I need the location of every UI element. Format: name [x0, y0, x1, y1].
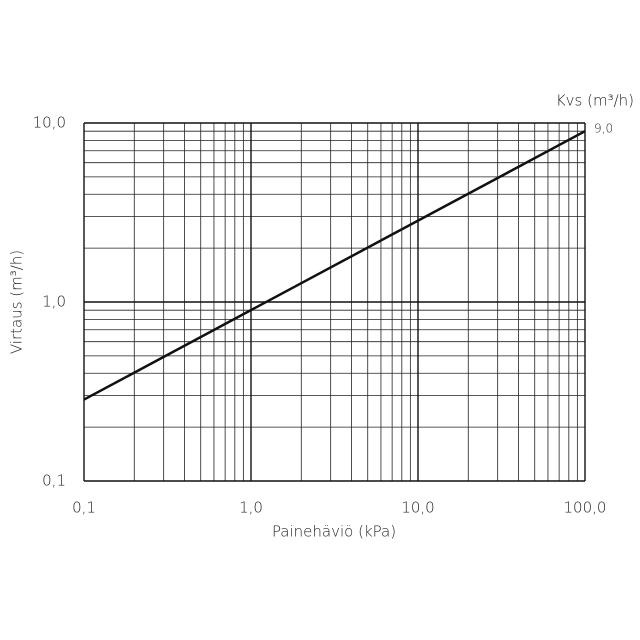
y-tick-label: 0,1: [42, 472, 66, 490]
x-axis-title: Painehäviö (kPa): [272, 523, 396, 541]
series-label: 9,0: [594, 122, 613, 136]
data-line: [83, 130, 586, 401]
x-tick-label: 100,0: [564, 499, 607, 517]
x-tick-label: 10,0: [401, 499, 434, 517]
x-tick-label: 1,0: [239, 499, 263, 517]
y-axis-title: Virtaus (m³/h): [8, 250, 26, 354]
y-tick-label: 1,0: [42, 293, 66, 311]
y-tick-label: 10,0: [33, 114, 66, 132]
x-tick-label: 0,1: [72, 499, 96, 517]
legend-title: Kvs (m³/h): [556, 92, 634, 110]
